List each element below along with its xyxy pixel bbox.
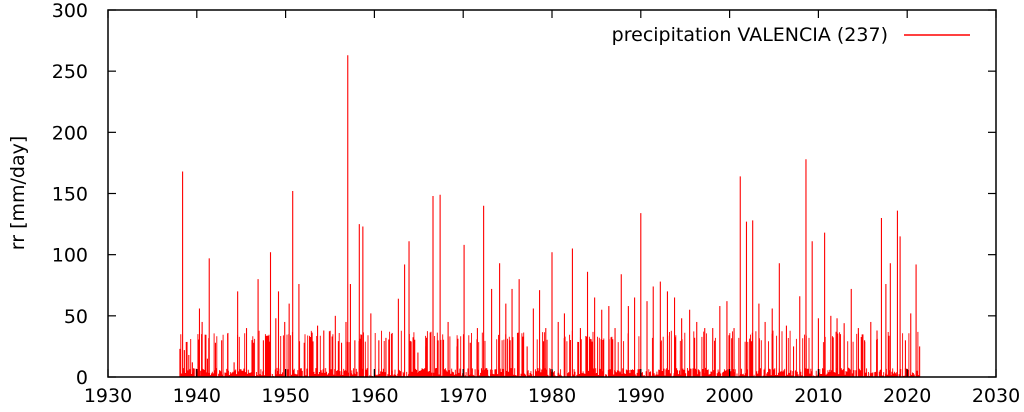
x-tick-label: 1960 — [350, 385, 398, 407]
x-tick-label: 1970 — [439, 385, 487, 407]
x-axis: 1930 1940 1950 1960 1970 1980 1990 2000 2010 2020… — [84, 10, 1020, 407]
y-tick-label: 0 — [76, 367, 88, 389]
y-tick-label: 250 — [52, 61, 88, 83]
x-tick-label: 1990 — [617, 385, 665, 407]
legend-entry-label: precipitation VALENCIA (237) — [612, 24, 888, 46]
x-tick-label: 2030 — [972, 385, 1020, 407]
x-tick-label: 2000 — [705, 385, 753, 407]
x-tick-label: 1980 — [528, 385, 576, 407]
bars-layer — [179, 55, 921, 377]
x-tick-label: 2020 — [883, 385, 931, 407]
x-tick-label: 1940 — [173, 385, 221, 407]
y-tick-label: 50 — [64, 306, 88, 328]
legend: precipitation VALENCIA (237) — [612, 24, 970, 46]
y-axis: 0 50 100 150 200 250 300 — [52, 0, 996, 389]
y-tick-label: 300 — [52, 0, 88, 22]
precipitation-noise-bars — [180, 330, 920, 377]
y-tick-label: 100 — [52, 245, 88, 267]
y-axis-label: rr [mm/day] — [7, 136, 29, 251]
x-tick-label: 1930 — [84, 385, 132, 407]
y-tick-label: 150 — [52, 184, 88, 206]
x-tick-label: 1950 — [261, 385, 309, 407]
y-tick-label: 200 — [52, 122, 88, 144]
x-tick-label: 2010 — [794, 385, 842, 407]
